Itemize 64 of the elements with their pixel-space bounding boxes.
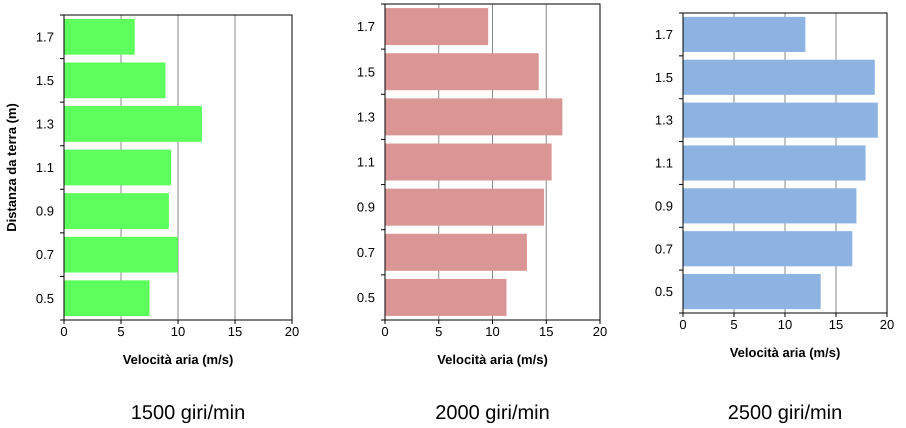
y-tick-label: 1.7 — [654, 26, 673, 42]
bar — [64, 193, 169, 229]
bar — [683, 60, 875, 95]
bar — [385, 98, 562, 136]
bar — [64, 280, 150, 316]
y-tick-label: 1.3 — [356, 109, 375, 124]
y-tick-label: 1.5 — [36, 72, 54, 88]
y-tick-label: 0.7 — [356, 244, 375, 260]
bar — [683, 145, 866, 181]
y-axis-title: Distanza da terra (m) — [4, 103, 19, 232]
x-tick-label: 20 — [284, 324, 300, 340]
x-tick-label: 20 — [880, 317, 894, 332]
y-tick-label: 1.3 — [654, 112, 673, 128]
x-tick-label: 0 — [60, 324, 68, 340]
bar — [683, 188, 856, 224]
x-tick-label: 0 — [679, 317, 687, 332]
y-tick-label: 0.7 — [36, 247, 54, 262]
y-tick-label: 0.9 — [356, 200, 375, 215]
x-tick-label: 10 — [485, 324, 500, 340]
y-tick-label: 0.5 — [654, 284, 673, 300]
x-axis-title: Velocità aria (m/s) — [437, 352, 548, 367]
x-tick-label: 0 — [381, 324, 389, 340]
bar — [385, 8, 488, 46]
bar — [683, 274, 821, 310]
x-tick-label: 15 — [828, 317, 844, 332]
x-tick-label: 10 — [778, 317, 792, 332]
y-tick-label: 0.9 — [654, 198, 673, 214]
y-tick-label: 0.5 — [36, 290, 54, 306]
x-axis-title: Velocità aria (m/s) — [122, 352, 234, 367]
bar — [64, 62, 166, 98]
y-tick-label: 1.5 — [654, 70, 673, 85]
bar — [385, 234, 527, 271]
text: 2000 giri/min — [435, 402, 550, 424]
y-tick-label: 1.5 — [356, 64, 375, 80]
bar — [385, 188, 544, 226]
bar — [683, 231, 852, 266]
bar — [683, 16, 806, 52]
bar — [64, 150, 172, 186]
y-tick-label: 1.1 — [36, 160, 54, 176]
x-tick-label: 10 — [170, 324, 186, 340]
text: 1500 giri/min — [130, 402, 246, 424]
y-tick-label: 0.5 — [356, 290, 375, 305]
bar — [64, 236, 178, 273]
x-tick-label: 5 — [117, 324, 125, 340]
bar — [64, 106, 202, 142]
x-axis-title: Velocità aria (m/s) — [730, 345, 840, 360]
bar — [64, 18, 135, 55]
bar — [385, 143, 552, 181]
bar — [683, 102, 878, 138]
y-tick-label: 1.7 — [36, 29, 54, 44]
y-tick-label: 1.3 — [36, 116, 54, 132]
x-tick-label: 5 — [435, 324, 442, 340]
y-tick-label: 1.1 — [654, 156, 673, 171]
x-tick-label: 5 — [730, 317, 738, 332]
x-tick-label: 15 — [539, 324, 554, 340]
y-tick-label: 1.1 — [356, 154, 375, 170]
y-tick-label: 0.7 — [654, 241, 673, 256]
y-tick-label: 0.9 — [36, 204, 54, 219]
bar — [385, 278, 506, 316]
bar — [385, 53, 539, 90]
x-tick-label: 15 — [228, 324, 242, 340]
x-tick-label: 20 — [592, 324, 608, 340]
y-tick-label: 1.7 — [356, 19, 375, 34]
text: 2500 giri/min — [728, 402, 842, 424]
